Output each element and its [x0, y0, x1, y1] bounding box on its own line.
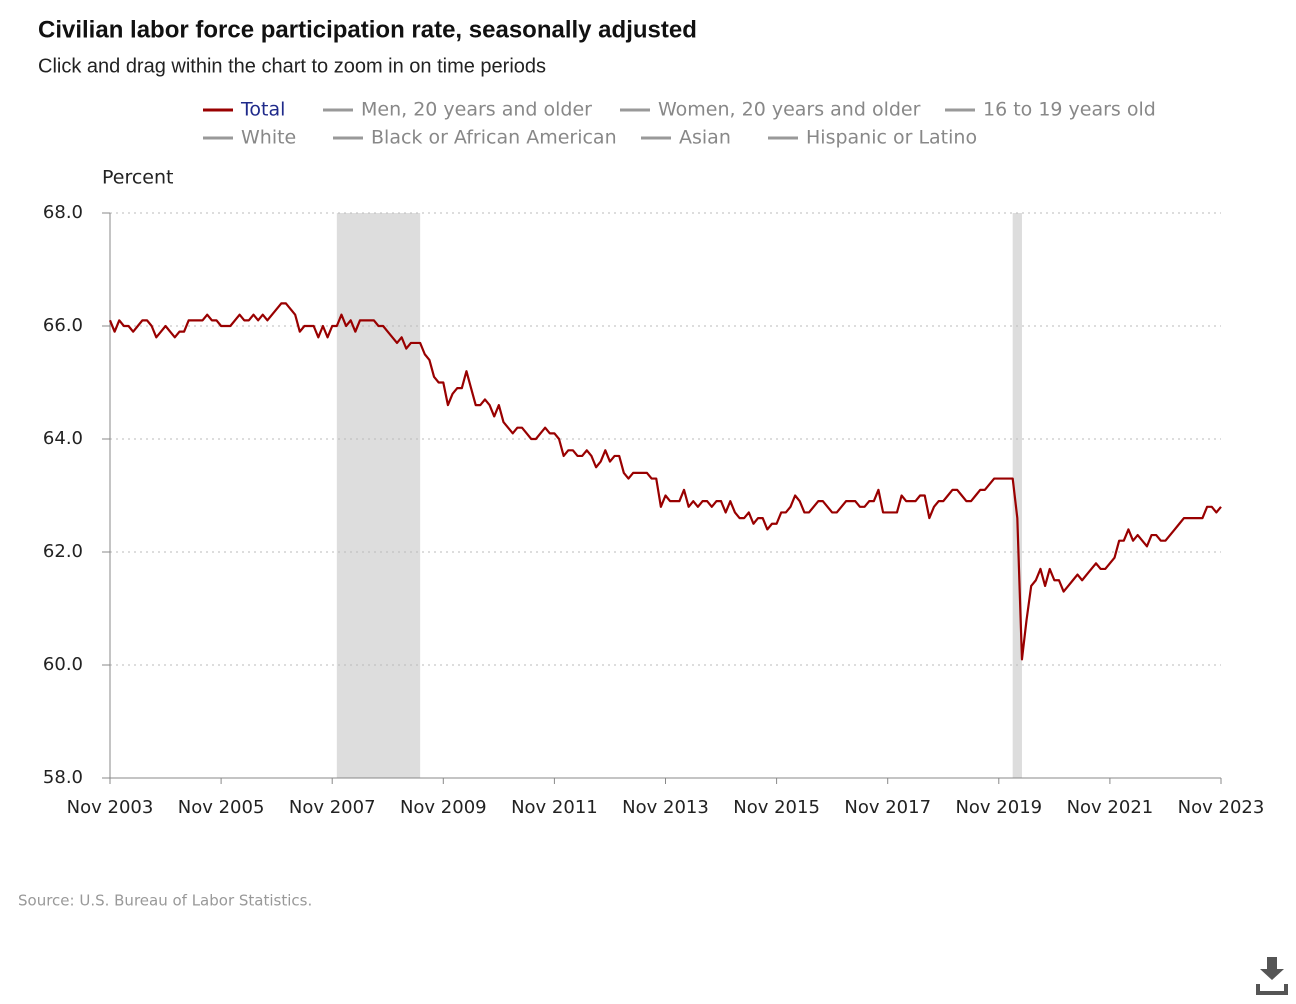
legend-label[interactable]: Total	[240, 99, 285, 121]
legend-item[interactable]: Men, 20 years and older	[323, 99, 592, 121]
x-tick-label: Nov 2003	[67, 797, 154, 818]
x-tick-label: Nov 2011	[511, 797, 598, 818]
legend-item[interactable]: Total	[203, 99, 285, 121]
download-icon[interactable]	[1256, 957, 1288, 995]
download-button[interactable]	[1252, 952, 1292, 996]
chart-subtitle: Click and drag within the chart to zoom …	[38, 55, 546, 77]
x-tick-label: Nov 2007	[289, 797, 376, 818]
legend-item[interactable]: Women, 20 years and older	[620, 99, 921, 121]
y-tick-label: 60.0	[43, 654, 83, 675]
legend-label[interactable]: White	[241, 127, 296, 149]
series-line	[108, 302, 1222, 661]
legend-label[interactable]: Hispanic or Latino	[806, 127, 977, 149]
legend-item[interactable]: White	[203, 127, 296, 149]
x-tick-label: Nov 2009	[400, 797, 487, 818]
x-tick-label: Nov 2005	[178, 797, 265, 818]
y-tick-label: 68.0	[43, 202, 83, 223]
legend-item[interactable]: Black or African American	[333, 127, 617, 149]
x-tick-label: Nov 2023	[1178, 797, 1265, 818]
y-tick-label: 64.0	[43, 428, 83, 449]
y-axis-label: Percent	[102, 167, 174, 189]
y-tick-label: 62.0	[43, 541, 83, 562]
legend-label[interactable]: Asian	[679, 127, 731, 149]
x-tick-label: Nov 2019	[955, 797, 1042, 818]
y-tick-label: 58.0	[43, 767, 83, 788]
legend-item[interactable]: Hispanic or Latino	[768, 127, 977, 149]
legend-item[interactable]: Asian	[641, 127, 731, 149]
recession-band	[1012, 213, 1022, 778]
x-tick-label: Nov 2017	[844, 797, 931, 818]
recession-band	[336, 213, 421, 778]
x-tick-label: Nov 2013	[622, 797, 709, 818]
x-tick-label: Nov 2015	[733, 797, 820, 818]
legend-label[interactable]: Black or African American	[371, 127, 617, 149]
legend-label[interactable]: Women, 20 years and older	[658, 99, 921, 121]
x-tick-label: Nov 2021	[1067, 797, 1154, 818]
legend-item[interactable]: 16 to 19 years old	[945, 99, 1156, 121]
chart-title: Civilian labor force participation rate,…	[38, 16, 697, 43]
legend-label[interactable]: Men, 20 years and older	[361, 99, 592, 121]
legend-label[interactable]: 16 to 19 years old	[983, 99, 1156, 121]
y-tick-label: 66.0	[43, 315, 83, 336]
source-note: Source: U.S. Bureau of Labor Statistics.	[18, 892, 312, 910]
